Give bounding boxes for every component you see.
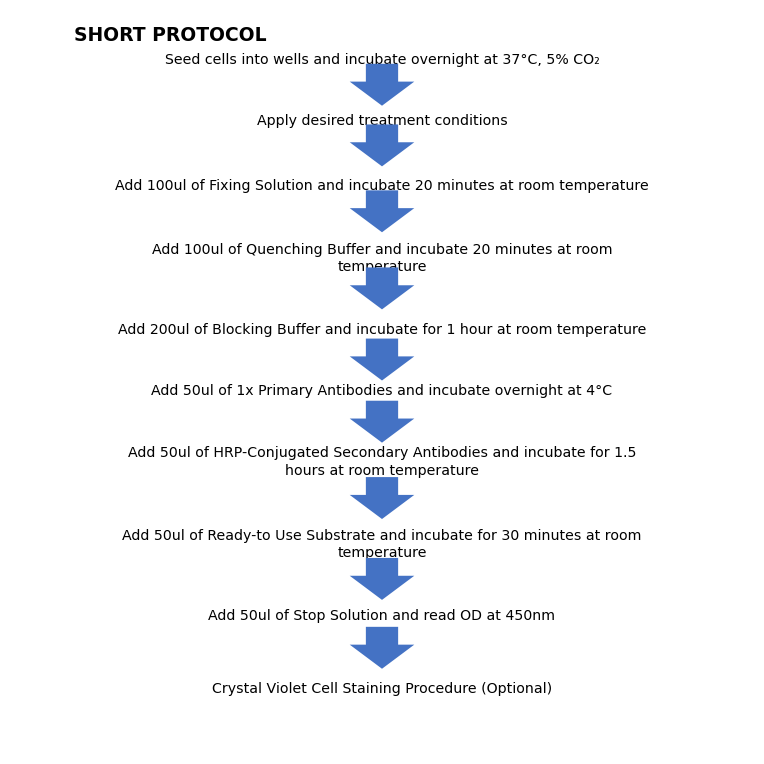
Polygon shape [350, 267, 414, 309]
Polygon shape [350, 400, 414, 442]
Polygon shape [350, 190, 414, 232]
Polygon shape [350, 558, 414, 600]
Text: Add 50ul of Stop Solution and read OD at 450nm: Add 50ul of Stop Solution and read OD at… [209, 609, 555, 623]
Polygon shape [350, 477, 414, 519]
Text: Add 50ul of Ready-to Use Substrate and incubate for 30 minutes at room
temperatu: Add 50ul of Ready-to Use Substrate and i… [122, 529, 642, 560]
Text: Add 200ul of Blocking Buffer and incubate for 1 hour at room temperature: Add 200ul of Blocking Buffer and incubat… [118, 322, 646, 337]
Text: Apply desired treatment conditions: Apply desired treatment conditions [257, 115, 507, 128]
Polygon shape [350, 125, 414, 167]
Text: Crystal Violet Cell Staining Procedure (Optional): Crystal Violet Cell Staining Procedure (… [212, 682, 552, 696]
Polygon shape [350, 63, 414, 105]
Text: Add 50ul of HRP-Conjugated Secondary Antibodies and incubate for 1.5
hours at ro: Add 50ul of HRP-Conjugated Secondary Ant… [128, 446, 636, 478]
Text: Add 50ul of 1x Primary Antibodies and incubate overnight at 4°C: Add 50ul of 1x Primary Antibodies and in… [151, 384, 613, 398]
Text: Add 100ul of Quenching Buffer and incubate 20 minutes at room
temperature: Add 100ul of Quenching Buffer and incuba… [152, 243, 612, 274]
Polygon shape [350, 626, 414, 668]
Text: SHORT PROTOCOL: SHORT PROTOCOL [74, 26, 267, 45]
Text: Add 100ul of Fixing Solution and incubate 20 minutes at room temperature: Add 100ul of Fixing Solution and incubat… [115, 179, 649, 193]
Polygon shape [350, 338, 414, 380]
Text: Seed cells into wells and incubate overnight at 37°C, 5% CO₂: Seed cells into wells and incubate overn… [164, 53, 600, 67]
